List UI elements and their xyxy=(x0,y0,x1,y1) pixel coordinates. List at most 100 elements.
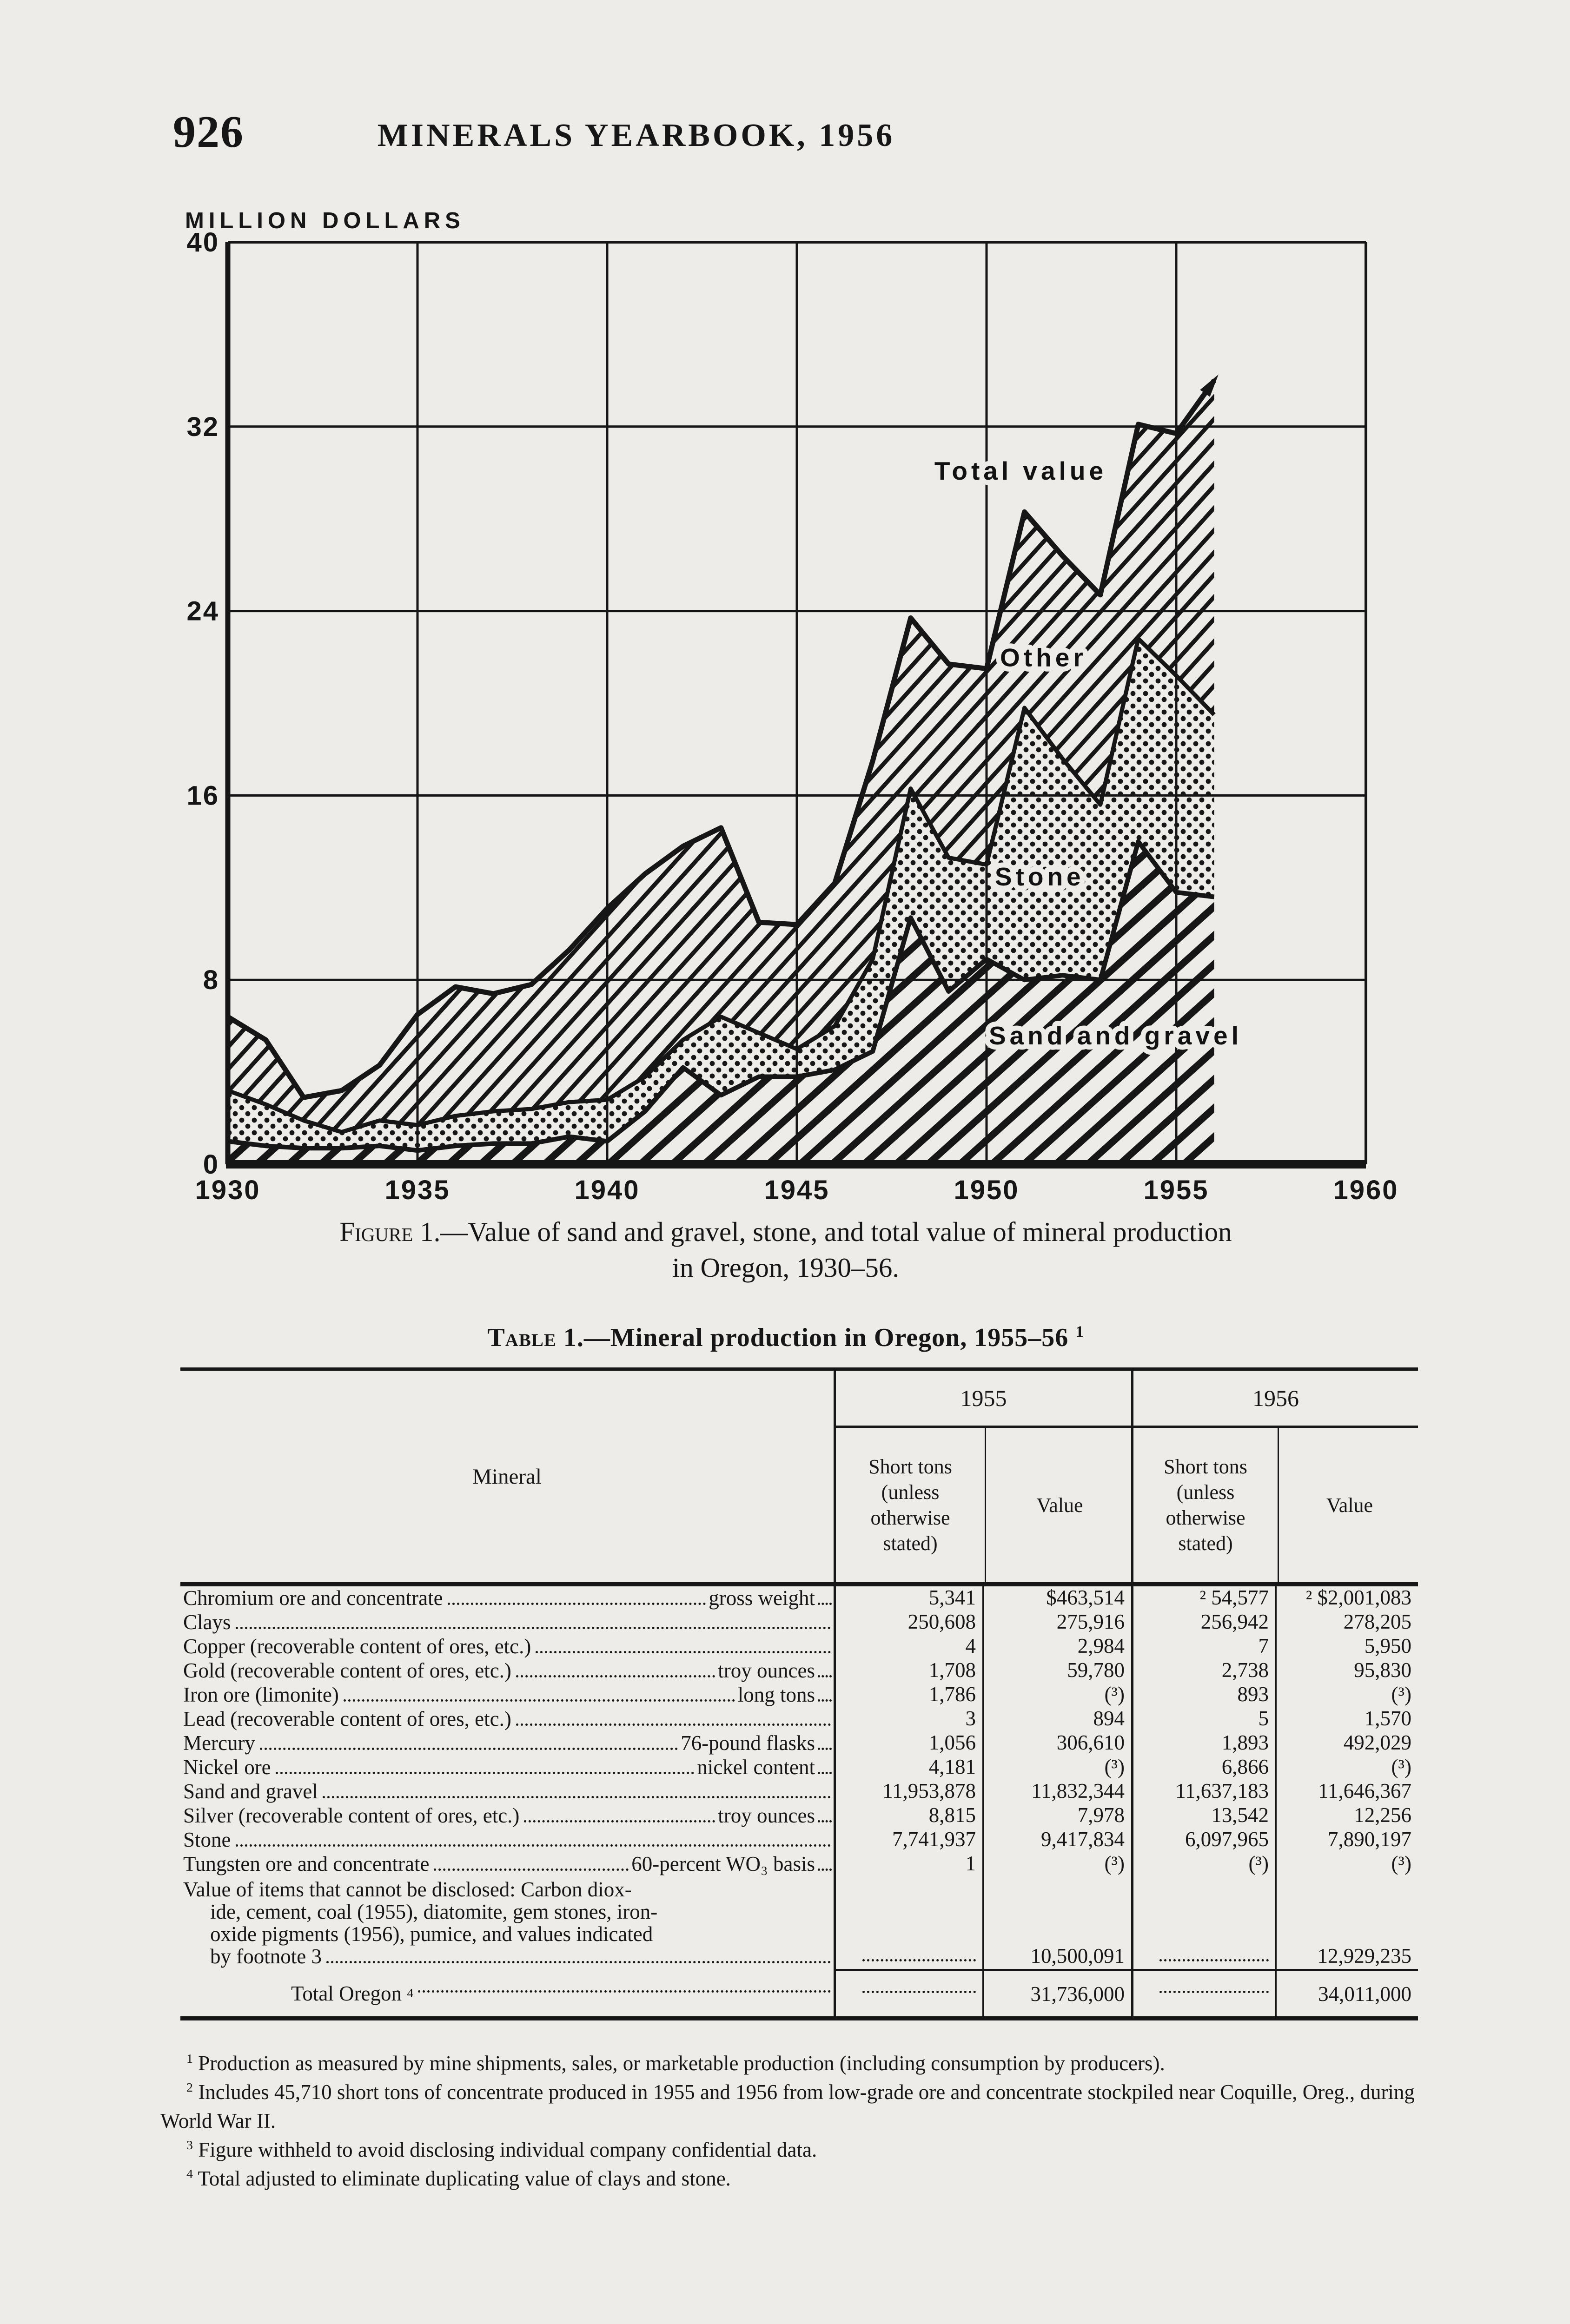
total-rule-row xyxy=(180,1969,1418,1971)
sand-boundary-line xyxy=(227,839,1215,1153)
cell-total-label: Total Oregon 4 xyxy=(180,1971,834,2016)
table-body: Chromium ore and concentrate gross weight… xyxy=(180,1586,1418,2016)
table-row: Tungsten ore and concentrate 60-percent W… xyxy=(180,1852,1418,1876)
group-year-1955: 1955 xyxy=(836,1371,1131,1428)
leader-dots xyxy=(434,1868,629,1871)
footnote-3: 3 Figure withheld to avoid disclosing in… xyxy=(186,2138,817,2162)
region-label-other: Other xyxy=(1000,643,1087,672)
table-row: Value of items that cannot be disclosed:… xyxy=(180,1876,1418,1969)
table-row: Iron ore (limonite) long tons 1,786 (³) 893(… xyxy=(180,1683,1418,1707)
cell-short-tons-1955: 11,953,878 xyxy=(834,1780,982,1804)
cell-value-1955: 10,500,091 xyxy=(982,1876,1131,1969)
leader-dots xyxy=(536,1651,831,1653)
leader-dots xyxy=(322,1796,831,1798)
cell-short-tons-1956: 6,097,965 xyxy=(1131,1828,1275,1852)
table-row: Lead (recoverable content of ores, etc.)… xyxy=(180,1707,1418,1731)
unit-text: troy ounces xyxy=(718,1659,815,1682)
rule-cell-short-tons-1955 xyxy=(834,1969,982,1971)
unit-text: 60-percent WO₃ basis xyxy=(631,1852,815,1875)
column-group-1955: 1955 Short tons (unless otherwise stated… xyxy=(834,1371,1131,1582)
leader-dots xyxy=(524,1820,715,1822)
unit-text: long tons xyxy=(737,1683,815,1706)
label-line: ide, cement, coal (1955), diatomite, gem… xyxy=(210,1900,658,1923)
empty-cell-leader xyxy=(1159,1990,1269,1993)
cell-value-1956: 1,570 xyxy=(1275,1707,1418,1731)
cell-mineral-label: Copper (recoverable content of ores, etc… xyxy=(180,1635,834,1659)
area-stone xyxy=(228,639,1214,1151)
leader-dots-short xyxy=(818,1748,832,1750)
x-tick-label-1950: 1950 xyxy=(954,1175,1019,1205)
cell-short-tons-1956: 2,738 xyxy=(1131,1659,1275,1683)
y-tick-label-24: 24 xyxy=(186,596,219,627)
unit-text: 76-pound flasks xyxy=(681,1731,815,1755)
cell-value-1956: 12,256 xyxy=(1275,1804,1418,1828)
table-title: Table 1.—Mineral production in Oregon, 1… xyxy=(487,1322,1084,1352)
label-line: by footnote 3 xyxy=(183,1945,834,1968)
x-tick-label-1955: 1955 xyxy=(1143,1175,1209,1205)
cell-value-1956: 95,830 xyxy=(1275,1659,1418,1683)
cell-short-tons-1956: 256,942 xyxy=(1131,1611,1275,1635)
cell-mineral-label: Clays xyxy=(180,1611,834,1635)
table-row: Silver (recoverable content of ores, etc… xyxy=(180,1804,1418,1828)
cell-value-1955: 9,417,834 xyxy=(982,1828,1131,1852)
leader-dots-short xyxy=(818,1772,832,1774)
table-row: Stone 7,741,937 9,417,834 6,097,965 7,890,19… xyxy=(180,1828,1418,1852)
rule-cell-value-1955 xyxy=(982,1969,1131,1971)
area-other xyxy=(228,380,1214,1132)
footnote-4: 4 Total adjusted to eliminate duplicatin… xyxy=(186,2167,731,2191)
cell-value-1955: (³) xyxy=(982,1683,1131,1707)
cell-value-1956: 492,029 xyxy=(1275,1731,1418,1756)
label-line: oxide pigments (1956), pumice, and value… xyxy=(210,1922,653,1946)
empty-cell-leader xyxy=(1159,1959,1269,1961)
unit-text: gross weight xyxy=(709,1586,815,1610)
cell-short-tons-1956: 5 xyxy=(1131,1707,1275,1731)
cell-short-tons-1956: 1,893 xyxy=(1131,1731,1275,1756)
cell-short-tons-1956: 6,866 xyxy=(1131,1756,1275,1780)
y-tick-label-8: 8 xyxy=(203,965,219,995)
empty-cell-leader xyxy=(862,1990,976,1993)
x-tick-label-1935: 1935 xyxy=(384,1175,450,1205)
x-tick-label-1960: 1960 xyxy=(1333,1175,1398,1205)
cell-value-1955: 894 xyxy=(982,1707,1131,1731)
rule-cell-short-tons-1956 xyxy=(1131,1969,1275,1971)
cell-value-1955: 11,832,344 xyxy=(982,1780,1131,1804)
table-row: Nickel ore nickel content 4,181 (³) 6,866 (³) xyxy=(180,1756,1418,1780)
cell-mineral-label: Gold (recoverable content of ores, etc.)… xyxy=(180,1659,834,1683)
x-tick-label-1945: 1945 xyxy=(764,1175,829,1205)
table-row: Chromium ore and concentrate gross weight… xyxy=(180,1586,1418,1611)
cell-value-1956: (³) xyxy=(1275,1756,1418,1780)
table-total-row: Total Oregon 4 31,736,000 34,011,000 xyxy=(180,1971,1418,2016)
leader-dots xyxy=(235,1844,831,1847)
cell-short-tons-1955: 8,815 xyxy=(834,1804,982,1828)
cell-value-1956: 11,646,367 xyxy=(1275,1780,1418,1804)
leader-dots-short xyxy=(818,1675,832,1677)
caption-line-2: in Oregon, 1930–56. xyxy=(672,1252,900,1283)
cell-value-1955: (³) xyxy=(982,1852,1131,1876)
unit-text: troy ounces xyxy=(718,1804,815,1827)
cell-short-tons-1956: 893 xyxy=(1131,1683,1275,1707)
cell-value-1955: 306,610 xyxy=(982,1731,1131,1756)
y-tick-label-0: 0 xyxy=(203,1149,219,1180)
cell-value-1955: 275,916 xyxy=(982,1611,1131,1635)
cell-mineral-label: Silver (recoverable content of ores, etc… xyxy=(180,1804,834,1828)
area-sand-and-gravel xyxy=(228,841,1214,1164)
figure-caption: Figure 1.—Value of sand and gravel, ston… xyxy=(112,1214,1460,1285)
header-title: MINERALS YEARBOOK, 1956 xyxy=(377,118,895,153)
cell-value-1956: 5,950 xyxy=(1275,1635,1418,1659)
leader-dots-short xyxy=(818,1868,832,1871)
cell-value-1956: ² $2,001,083 xyxy=(1275,1586,1418,1611)
cell-value-1956: 34,011,000 xyxy=(1275,1971,1418,2016)
leader-dots-short xyxy=(818,1699,832,1702)
table-header: Mineral 1955 Short tons (unless otherwis… xyxy=(180,1371,1418,1586)
cell-mineral-label: Chromium ore and concentrate gross weight xyxy=(180,1586,834,1611)
cell-mineral-label: Lead (recoverable content of ores, etc.) xyxy=(180,1707,834,1731)
cell-short-tons-1955: 5,341 xyxy=(834,1586,982,1611)
cell-short-tons-1955: 1,786 xyxy=(834,1683,982,1707)
cell-short-tons-1955: 3 xyxy=(834,1707,982,1731)
rule-cell-value-1956 xyxy=(1275,1969,1418,1971)
table-row: Clays 250,608 275,916 256,942 278,205 xyxy=(180,1611,1418,1635)
leader-dots xyxy=(326,1961,831,1963)
y-tick-label-16: 16 xyxy=(186,780,219,811)
cell-mineral-label: Value of items that cannot be disclosed:… xyxy=(180,1876,834,1969)
region-label-total-value: Total value xyxy=(934,456,1107,485)
